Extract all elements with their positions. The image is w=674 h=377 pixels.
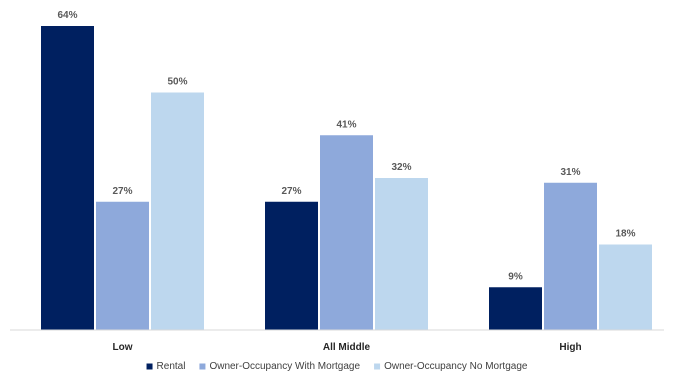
legend-swatch-owner-occupancy-no-mortgage (374, 363, 381, 370)
bar-high-rental (489, 287, 542, 330)
value-label-high-owner-occupancy-with-mortgage: 31% (560, 167, 580, 178)
legend-swatch-owner-occupancy-with-mortgage (199, 363, 206, 370)
bar-all-middle-rental (265, 201, 318, 330)
legend-swatch-rental (146, 363, 153, 370)
bars-layer (41, 26, 652, 330)
value-label-low-rental: 64% (57, 10, 77, 21)
bar-all-middle-owner-occupancy-with-mortgage (320, 135, 373, 330)
bar-all-middle-owner-occupancy-no-mortgage (375, 178, 428, 330)
category-label-all-middle: All Middle (323, 342, 371, 353)
category-label-high: High (559, 342, 581, 353)
value-label-all-middle-rental: 27% (281, 186, 301, 197)
bar-low-owner-occupancy-with-mortgage (96, 201, 149, 330)
bar-low-owner-occupancy-no-mortgage (151, 92, 204, 330)
value-label-all-middle-owner-occupancy-with-mortgage: 41% (336, 119, 356, 130)
value-label-low-owner-occupancy-with-mortgage: 27% (112, 186, 132, 197)
value-labels-layer: 64% 27% 50% 27% 41% 32% 9% 31% 18% (57, 10, 635, 282)
value-label-high-rental: 9% (508, 271, 523, 282)
legend-label-rental: Rental (157, 361, 186, 372)
bar-low-rental (41, 26, 94, 330)
bar-high-owner-occupancy-with-mortgage (544, 182, 597, 330)
legend-label-owner-occupancy-no-mortgage: Owner-Occupancy No Mortgage (384, 361, 528, 372)
bar-high-owner-occupancy-no-mortgage (599, 244, 652, 330)
legend: Rental Owner-Occupancy With Mortgage Owner… (146, 361, 528, 372)
legend-label-owner-occupancy-with-mortgage: Owner-Occupancy With Mortgage (209, 361, 360, 372)
value-label-all-middle-owner-occupancy-no-mortgage: 32% (391, 162, 411, 173)
value-label-low-owner-occupancy-no-mortgage: 50% (167, 77, 187, 88)
value-label-high-owner-occupancy-no-mortgage: 18% (615, 229, 635, 240)
category-label-low: Low (113, 342, 133, 353)
category-labels-layer: Low All Middle High (113, 342, 582, 353)
